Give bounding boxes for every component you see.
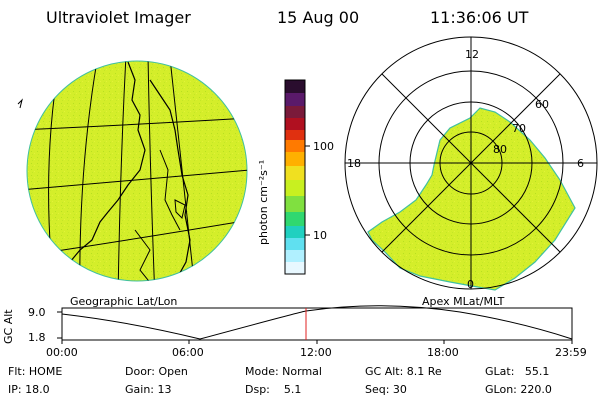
altitude-xtick: 12:00 bbox=[300, 346, 332, 359]
mlt-label-18: 18 bbox=[347, 157, 361, 170]
lat-label-60: 60 bbox=[535, 98, 549, 111]
lat-label-70: 70 bbox=[512, 122, 526, 135]
altitude-xtick: 23:59 bbox=[555, 346, 587, 359]
altitude-xtick: 06:00 bbox=[172, 346, 204, 359]
info-glat: GLat: 55.1 bbox=[485, 365, 550, 378]
altitude-plot bbox=[57, 305, 573, 344]
polar-plot bbox=[344, 36, 598, 291]
mlt-label-0: 0 bbox=[467, 278, 474, 291]
info-door: Door: Open bbox=[125, 365, 188, 378]
colorbar-tick-10: 10 bbox=[313, 229, 327, 242]
instrument-title: Ultraviolet Imager bbox=[46, 8, 191, 27]
info-dsp: Dsp: 5.1 bbox=[245, 383, 302, 396]
altitude-ytick-low: 1.8 bbox=[28, 331, 46, 344]
info-seq: Seq: 30 bbox=[365, 383, 407, 396]
info-gc-alt: GC Alt: 8.1 Re bbox=[365, 365, 442, 378]
left-panel-label: Geographic Lat/Lon bbox=[70, 295, 178, 308]
altitude-xtick: 18:00 bbox=[427, 346, 459, 359]
mlt-label-12: 12 bbox=[465, 48, 479, 61]
time-label: 11:36:06 UT bbox=[430, 8, 529, 27]
mlt-label-6: 6 bbox=[577, 157, 584, 170]
info-gain: Gain: 13 bbox=[125, 383, 172, 396]
right-panel-label: Apex MLat/MLT bbox=[422, 295, 505, 308]
colorbar-unit-label: photon cm⁻²s⁻¹ bbox=[257, 159, 270, 245]
altitude-ytick-high: 9.0 bbox=[28, 306, 46, 319]
altitude-xtick: 00:00 bbox=[46, 346, 78, 359]
lat-label-80: 80 bbox=[493, 143, 507, 156]
geographic-disk bbox=[17, 60, 248, 282]
info-mode: Mode: Normal bbox=[245, 365, 322, 378]
info-glon: GLon: 220.0 bbox=[485, 383, 552, 396]
date-label: 15 Aug 00 bbox=[277, 8, 360, 27]
colorbar bbox=[284, 79, 310, 275]
altitude-ylabel: GC Alt bbox=[2, 309, 15, 344]
info-ip: IP: 18.0 bbox=[8, 383, 50, 396]
info-flt: Flt: HOME bbox=[8, 365, 63, 378]
colorbar-tick-100: 100 bbox=[313, 140, 334, 153]
